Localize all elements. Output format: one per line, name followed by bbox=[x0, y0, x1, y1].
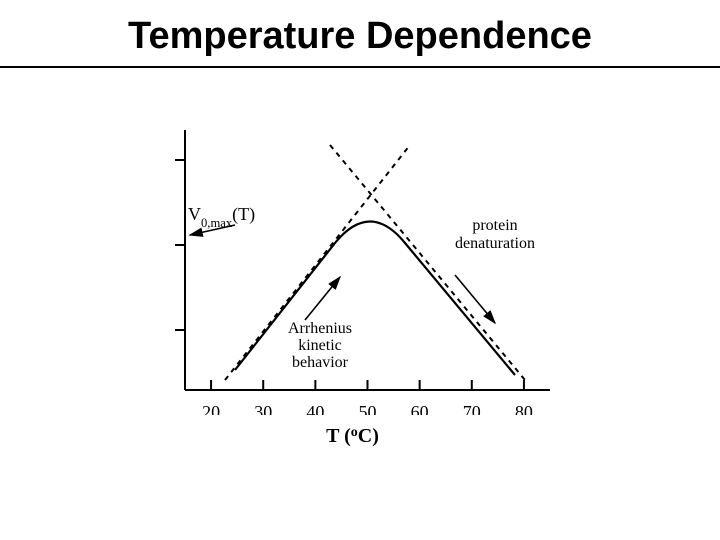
v0max-label: V0,max(T) bbox=[188, 204, 255, 230]
chart-svg: 20 30 40 50 60 70 80 V0,max(T) Arrheniuskineticb… bbox=[150, 125, 555, 415]
x-tick-label: 80 bbox=[515, 402, 533, 415]
annotation-arrhenius: kinetic bbox=[298, 337, 342, 354]
x-tick-label: 30 bbox=[254, 402, 272, 415]
x-tick-label: 40 bbox=[306, 402, 324, 415]
annotation-denaturation: denaturation bbox=[455, 235, 535, 252]
x-axis-label: T (oC) bbox=[150, 425, 555, 448]
x-tick-label: 60 bbox=[411, 402, 429, 415]
dashed-denaturation-line bbox=[330, 145, 525, 380]
page-title: Temperature Dependence bbox=[0, 15, 720, 68]
annotation-arrhenius: Arrhenius bbox=[288, 320, 352, 337]
arrow-denaturation bbox=[455, 275, 495, 323]
arrow-arrhenius bbox=[305, 277, 340, 320]
chart-container: 20 30 40 50 60 70 80 V0,max(T) Arrheniuskineticb… bbox=[150, 125, 555, 415]
annotation-denaturation: protein bbox=[472, 217, 517, 234]
annotation-arrhenius: behavior bbox=[292, 354, 349, 371]
x-tick-label: 50 bbox=[359, 402, 377, 415]
x-tick-label: 20 bbox=[202, 402, 220, 415]
x-tick-label: 70 bbox=[463, 402, 481, 415]
